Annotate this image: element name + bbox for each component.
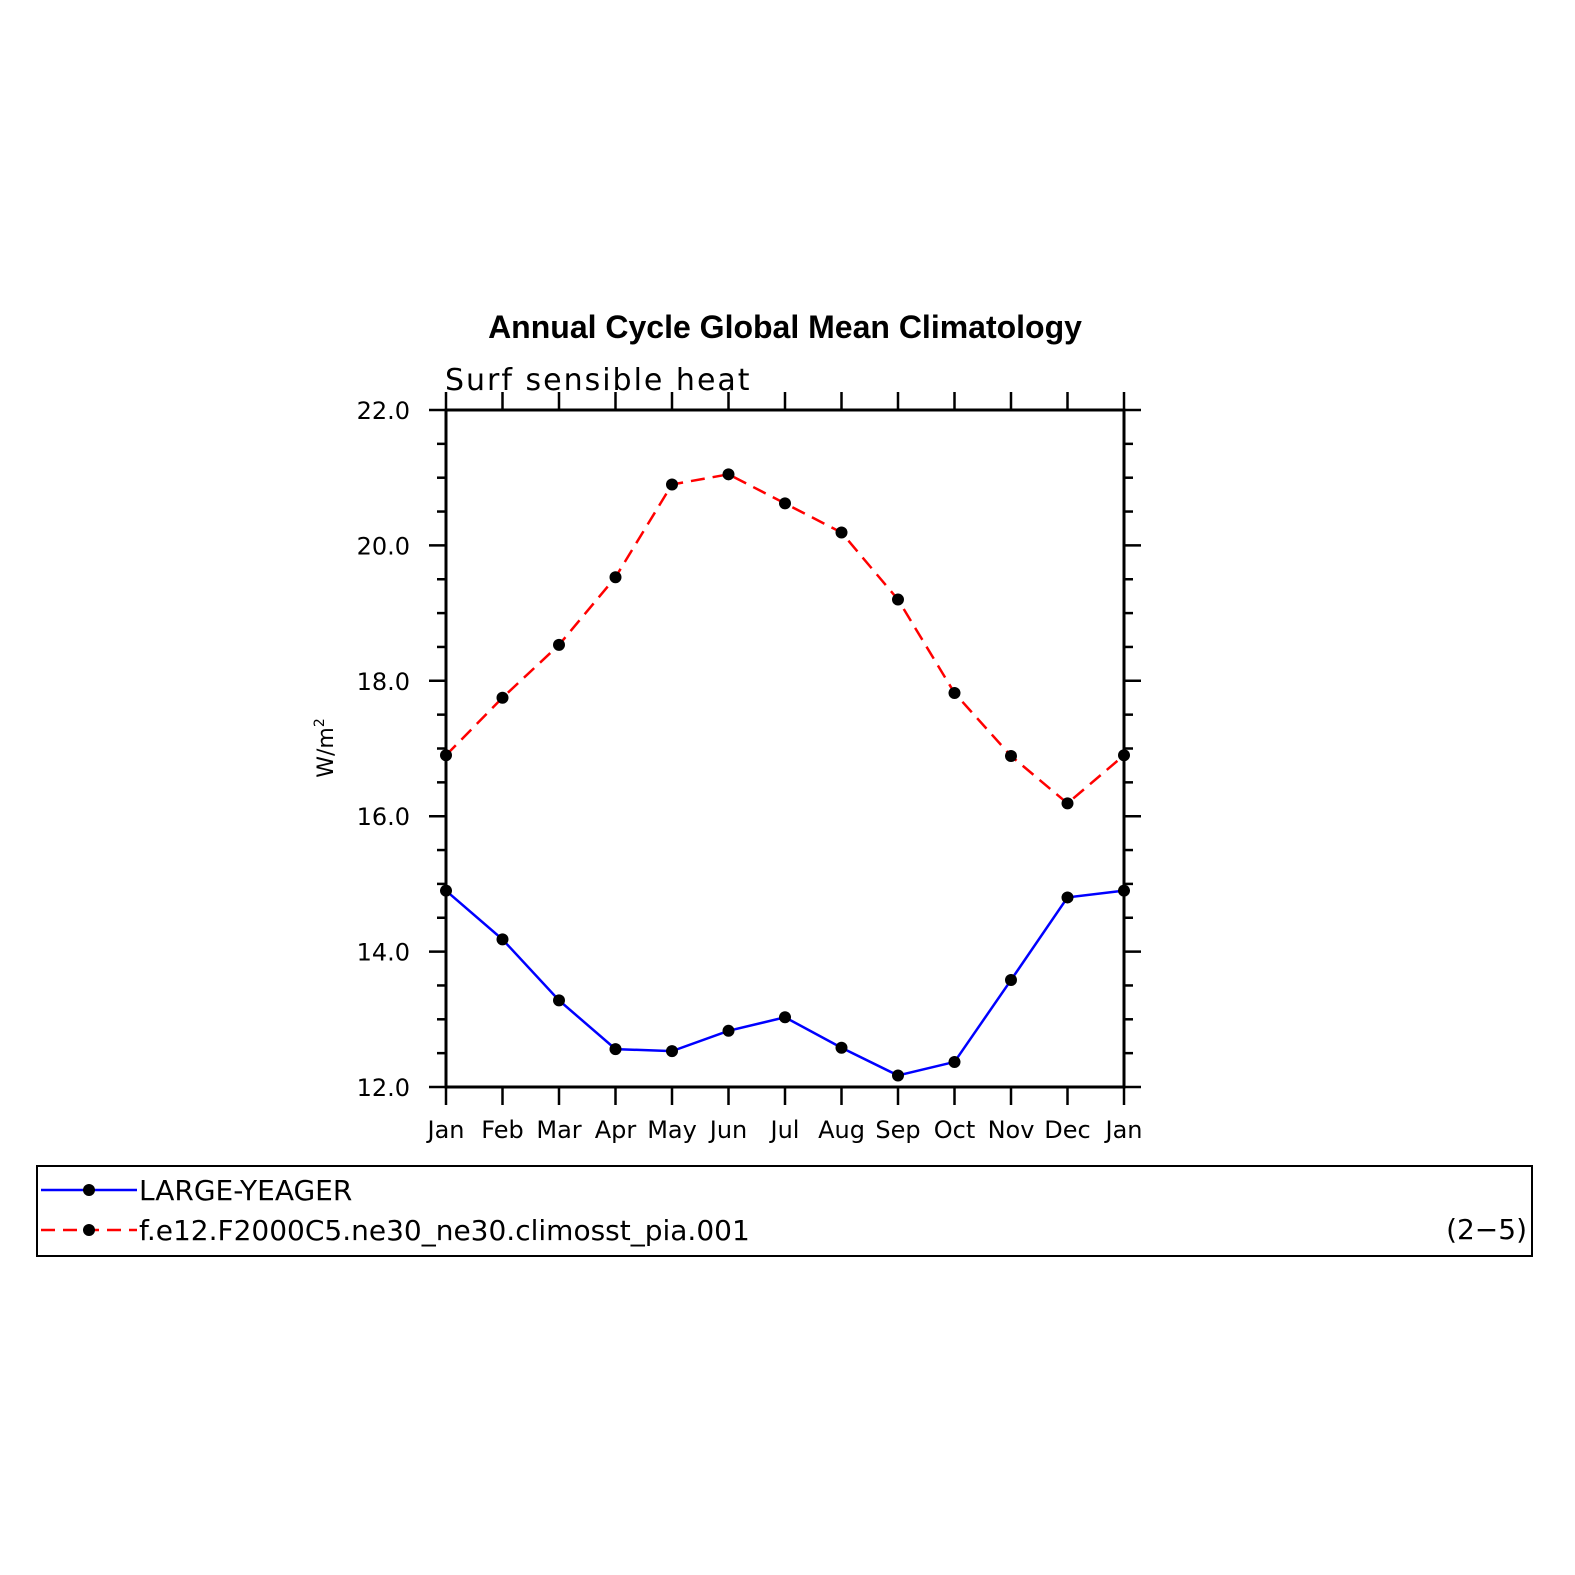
y-axis-label-superscript: 2 bbox=[312, 718, 328, 727]
legend-label-2: f.e12.F2000C5.ne30_ne30.climosst_pia.001 bbox=[139, 1214, 750, 1247]
legend-note: (2−5) bbox=[1446, 1213, 1527, 1246]
y-tick-label: 18.0 bbox=[357, 668, 410, 696]
plot-frame bbox=[444, 408, 1126, 1089]
series-1-point bbox=[666, 1045, 678, 1058]
y-tick-label: 20.0 bbox=[357, 532, 410, 560]
x-tick-label: Feb bbox=[481, 1116, 524, 1144]
chart-title: Annual Cycle Global Mean Climatology bbox=[488, 309, 1082, 345]
series-1-point bbox=[496, 933, 509, 946]
x-tick-label: May bbox=[647, 1116, 697, 1144]
legend-label-1: LARGE-YEAGER bbox=[139, 1174, 352, 1207]
series-1-point bbox=[553, 994, 565, 1007]
y-tick-label: 12.0 bbox=[357, 1074, 410, 1102]
series-1-point bbox=[1005, 974, 1017, 987]
x-tick-label: Aug bbox=[818, 1116, 865, 1144]
x-tick-label: Apr bbox=[595, 1116, 637, 1144]
series-1-point bbox=[779, 1011, 791, 1024]
y-axis-label-unit: W/m bbox=[314, 727, 339, 778]
series-2-point bbox=[835, 526, 848, 539]
series-1-point bbox=[722, 1024, 735, 1037]
svg-text:W/m2: W/m2 bbox=[312, 718, 339, 778]
legend-marker-1 bbox=[83, 1184, 95, 1196]
y-tick-label: 16.0 bbox=[357, 803, 410, 831]
series-line-2 bbox=[445, 473, 1125, 805]
series-2-point bbox=[779, 497, 791, 510]
legend-box bbox=[36, 1165, 1533, 1257]
series-2-point bbox=[1005, 749, 1017, 762]
legend-marker-2 bbox=[83, 1224, 95, 1236]
y-tick-label: 14.0 bbox=[357, 939, 410, 967]
legend: LARGE-YEAGER f.e12.F2000C5.ne30_ne30.clim… bbox=[36, 1165, 1533, 1257]
series-1-point bbox=[609, 1043, 622, 1056]
series-markers bbox=[440, 468, 1130, 1082]
series-2-point bbox=[496, 691, 509, 704]
y-axis-label: W/m2 bbox=[312, 718, 339, 778]
series-2-point bbox=[948, 686, 961, 699]
series-lines bbox=[445, 473, 1125, 1077]
series-2-point bbox=[553, 638, 565, 651]
series-2-point bbox=[1061, 797, 1074, 810]
x-tick-label: Jun bbox=[708, 1116, 748, 1144]
y-tick-label: 22.0 bbox=[357, 397, 410, 425]
series-2-point bbox=[892, 593, 904, 606]
series-2-point bbox=[722, 468, 735, 481]
x-tick-label: Jan bbox=[426, 1116, 465, 1144]
series-2-point bbox=[666, 478, 678, 491]
x-tick-labels: Jan Feb Mar Apr May Jun Jul Aug Sep Oct Nov Dec Jan bbox=[426, 1116, 1143, 1144]
series-1-point bbox=[892, 1069, 904, 1082]
x-tick-label: Sep bbox=[875, 1116, 920, 1144]
x-tick-label: Jul bbox=[769, 1116, 800, 1144]
x-tick-label: Nov bbox=[988, 1116, 1035, 1144]
series-2-point bbox=[609, 571, 622, 584]
series-1-point bbox=[1061, 891, 1074, 904]
x-tick-label: Oct bbox=[934, 1116, 976, 1144]
x-tick-label: Dec bbox=[1044, 1116, 1090, 1144]
chart-subtitle: Surf sensible heat bbox=[445, 363, 752, 398]
y-tick-labels: 12.0 14.0 16.0 18.0 20.0 22.0 bbox=[357, 397, 410, 1102]
series-1-point bbox=[948, 1055, 961, 1068]
x-tick-label: Jan bbox=[1104, 1116, 1143, 1144]
x-tick-label: Mar bbox=[536, 1116, 581, 1144]
series-1-point bbox=[835, 1041, 848, 1054]
series-line-1 bbox=[445, 889, 1125, 1077]
